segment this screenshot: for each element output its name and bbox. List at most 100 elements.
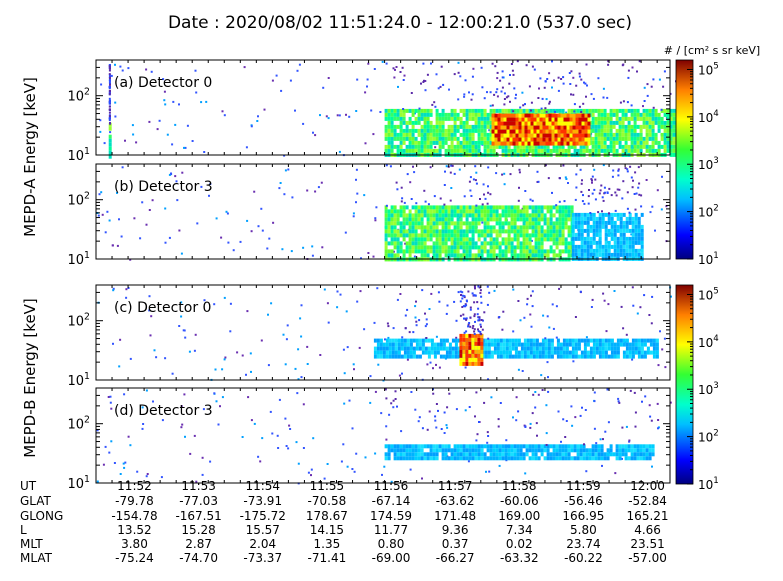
heatmap-cell xyxy=(425,318,428,321)
heatmap-cell xyxy=(453,444,457,449)
heatmap-cell xyxy=(376,287,379,290)
heatmap-cell xyxy=(595,442,598,445)
heatmap-cell xyxy=(660,108,664,113)
heatmap-cell xyxy=(387,140,391,145)
heatmap-cell xyxy=(480,140,484,145)
heatmap-cell xyxy=(638,60,641,63)
heatmap-cell xyxy=(577,216,581,221)
heatmap-cell xyxy=(396,144,400,149)
heatmap-cell xyxy=(537,205,541,210)
heatmap-cell xyxy=(108,101,111,104)
heatmap-cell xyxy=(384,221,388,226)
heatmap-cell xyxy=(477,108,481,113)
heatmap-cell xyxy=(489,104,492,107)
heatmap-cell xyxy=(491,62,494,65)
heatmap-cell xyxy=(503,141,507,146)
heatmap-cell xyxy=(102,463,105,466)
heatmap-cell xyxy=(622,350,626,355)
heatmap-cell xyxy=(592,240,596,245)
heatmap-cell xyxy=(522,205,526,210)
heatmap-cell xyxy=(414,229,418,234)
heatmap-cell xyxy=(438,300,441,303)
heatmap-cell xyxy=(609,132,613,137)
heatmap-cell xyxy=(414,116,418,121)
panel-label: (c) Detector 0 xyxy=(114,300,211,316)
heatmap-cell xyxy=(477,237,481,242)
heatmap-cell xyxy=(546,456,550,461)
heatmap-cell xyxy=(191,140,194,142)
heatmap-cell xyxy=(388,342,392,347)
heatmap-cell xyxy=(451,346,455,351)
heatmap-cell xyxy=(622,327,625,330)
heatmap-cell xyxy=(486,249,490,254)
heatmap-cell xyxy=(401,197,404,200)
heatmap-cell xyxy=(299,317,302,320)
heatmap-cell xyxy=(537,233,541,238)
heatmap-cell xyxy=(613,354,617,359)
heatmap-cell xyxy=(431,103,434,106)
heatmap-cell xyxy=(438,120,442,125)
heatmap-cell xyxy=(580,236,584,241)
heatmap-cell xyxy=(289,428,292,430)
heatmap-cell xyxy=(507,108,511,113)
heatmap-cell xyxy=(145,223,148,226)
heatmap-cell xyxy=(525,233,529,238)
heatmap-cell xyxy=(387,144,391,149)
heatmap-cell xyxy=(631,220,635,225)
heatmap-cell xyxy=(621,148,625,153)
ephemeris-row-label: MLAT xyxy=(20,551,53,565)
heatmap-cell xyxy=(607,252,611,257)
heatmap-cell xyxy=(510,456,514,461)
heatmap-cell xyxy=(669,401,672,404)
heatmap-cell xyxy=(153,349,156,352)
heatmap-cell xyxy=(480,295,483,298)
heatmap-cell xyxy=(459,300,462,303)
heatmap-cell xyxy=(462,213,466,218)
heatmap-cell xyxy=(150,70,153,73)
heatmap-cell xyxy=(223,358,226,361)
heatmap-cell xyxy=(453,229,457,234)
heatmap-cell xyxy=(410,391,413,393)
heatmap-cell xyxy=(399,116,403,121)
heatmap-cell xyxy=(531,452,535,457)
heatmap-cell xyxy=(603,186,606,189)
heatmap-cell xyxy=(638,193,641,196)
heatmap-cell xyxy=(519,217,523,222)
heatmap-cell xyxy=(624,116,628,121)
heatmap-cell xyxy=(523,350,527,355)
heatmap-cell xyxy=(508,350,512,355)
heatmap-cell xyxy=(531,245,535,250)
heatmap-cell xyxy=(516,444,520,449)
heatmap-cell xyxy=(627,76,630,79)
heatmap-cell xyxy=(459,140,463,145)
heatmap-cell xyxy=(571,216,575,221)
heatmap-cell xyxy=(648,136,652,141)
heatmap-cell xyxy=(604,252,608,257)
heatmap-cell xyxy=(531,233,535,238)
heatmap-cell xyxy=(489,209,493,214)
heatmap-cell xyxy=(473,301,476,304)
heatmap-cell xyxy=(587,133,591,138)
heatmap-cell xyxy=(486,241,490,246)
heatmap-cell xyxy=(666,120,670,125)
heatmap-cell xyxy=(484,350,488,355)
heatmap-cell xyxy=(462,233,466,238)
heatmap-cell xyxy=(113,462,116,464)
heatmap-cell xyxy=(606,456,610,461)
heatmap-cell xyxy=(465,140,469,145)
heatmap-cell xyxy=(480,66,483,69)
heatmap-cell xyxy=(601,338,605,343)
heatmap-cell xyxy=(483,108,487,113)
heatmap-cell xyxy=(553,346,557,351)
heatmap-cell xyxy=(651,124,655,129)
heatmap-cell xyxy=(402,132,406,137)
heatmap-cell xyxy=(505,350,509,355)
heatmap-cell xyxy=(661,348,664,351)
heatmap-cell xyxy=(171,143,174,146)
heatmap-cell xyxy=(474,452,478,457)
heatmap-cell xyxy=(490,338,494,343)
heatmap-cell xyxy=(414,148,418,153)
heatmap-cell xyxy=(538,350,542,355)
heatmap-cell xyxy=(580,228,584,233)
heatmap-cell xyxy=(374,390,377,393)
